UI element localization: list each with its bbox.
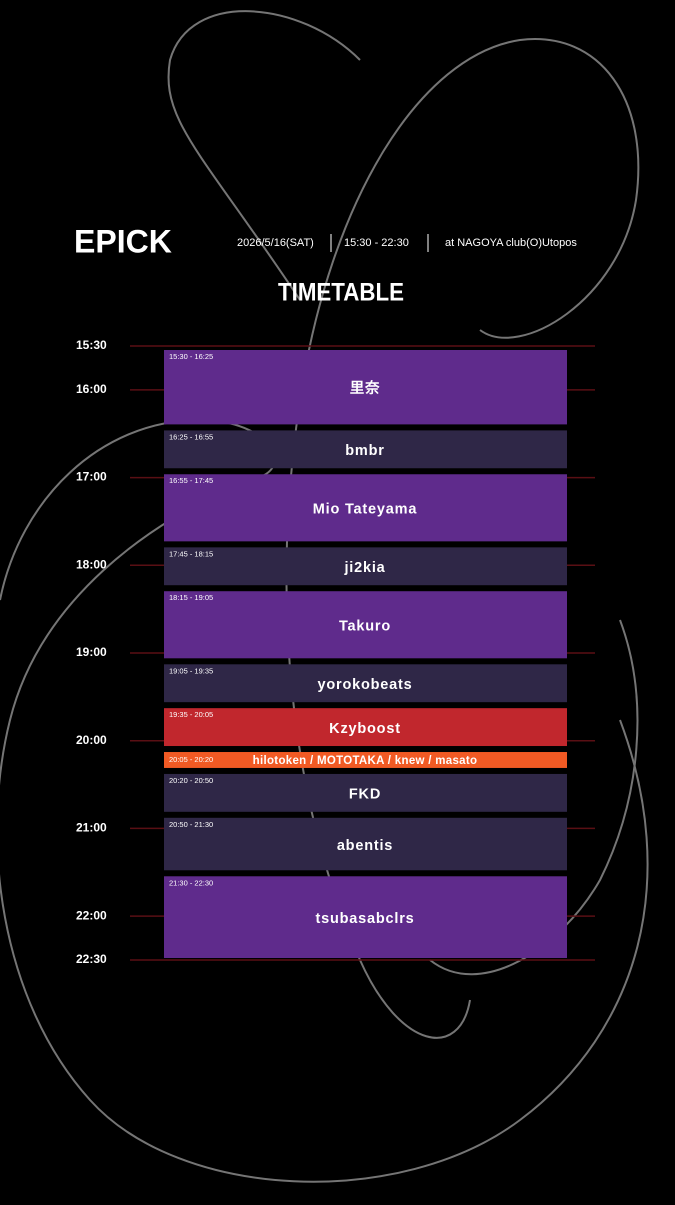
slot [164, 817, 567, 871]
time-label: 15:30 [76, 338, 107, 352]
time-label: 19:00 [76, 645, 107, 659]
slot-time: 20:50 - 21:30 [169, 820, 213, 829]
slot [164, 350, 567, 425]
subtitle: TIMETABLE [278, 279, 404, 307]
slot-time: 16:25 - 16:55 [169, 432, 213, 441]
slot-time: 17:45 - 18:15 [169, 549, 213, 558]
time-label: 17:00 [76, 470, 107, 484]
artist: 里奈 [350, 379, 381, 397]
hours: 15:30 - 22:30 [344, 237, 409, 249]
slot-time: 19:05 - 19:35 [169, 666, 213, 675]
slot-time: 16:55 - 17:45 [169, 476, 213, 485]
artist: FKD [349, 787, 381, 803]
venue: at NAGOYA club(O)Utopos [445, 237, 577, 249]
slot [164, 591, 567, 659]
artist: abentis [337, 838, 393, 854]
time-label: 20:00 [76, 733, 107, 747]
artist: yorokobeats [317, 677, 412, 693]
time-label: 22:30 [76, 952, 107, 966]
artist: Mio Tateyama [313, 502, 418, 518]
slot [164, 664, 567, 703]
slot-time: 15:30 - 16:25 [169, 352, 213, 361]
slot [164, 547, 567, 586]
artist: Takuro [339, 619, 391, 635]
slot [164, 474, 567, 542]
artist: Kzyboost [329, 721, 401, 737]
artist: ji2kia [343, 560, 385, 576]
artist: bmbr [345, 443, 384, 459]
slot-time: 20:20 - 20:50 [169, 776, 213, 785]
slot [164, 752, 567, 768]
slot-time: 18:15 - 19:05 [169, 593, 213, 602]
time-label: 22:00 [76, 908, 107, 922]
time-label: 18:00 [76, 557, 107, 571]
slot [164, 708, 567, 747]
time-label: 16:00 [76, 382, 107, 396]
time-label: 21:00 [76, 821, 107, 835]
slot [164, 430, 567, 469]
artist: hilotoken / MOTOTAKA / knew / masato [253, 755, 478, 767]
slot-time: 19:35 - 20:05 [169, 710, 213, 719]
title: EPICK [74, 223, 172, 259]
slot [164, 773, 567, 812]
slot-time: 21:30 - 22:30 [169, 878, 213, 887]
slot-time: 20:05 - 20:20 [169, 755, 213, 764]
date: 2026/5/16(SAT) [237, 237, 314, 249]
slot [164, 876, 567, 958]
artist: tsubasabclrs [315, 911, 414, 927]
